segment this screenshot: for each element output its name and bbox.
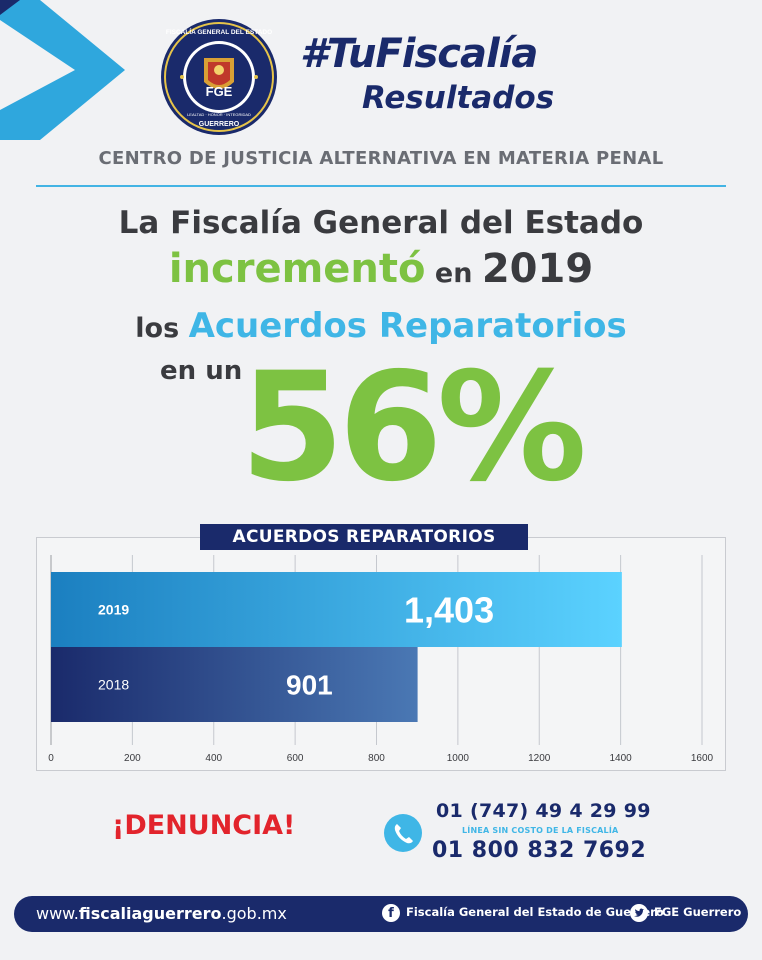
headline-en-un: en un [160, 356, 243, 386]
x-tick-label: 0 [48, 753, 54, 764]
bar-2018 [51, 647, 418, 722]
value-label-2018: 901 [286, 670, 333, 701]
twitter-icon[interactable] [630, 904, 648, 922]
bar-chart: 0 200 400 600 800 1000 1200 1400 1600 2019 1,403 20… [48, 555, 714, 764]
headline-en: en [425, 258, 482, 289]
phone-number-2[interactable]: 01 800 832 7692 [432, 838, 647, 863]
x-tick-label: 800 [368, 753, 385, 764]
headline-year: 2019 [481, 246, 594, 292]
percent-big: 56% [240, 341, 587, 515]
divider [36, 185, 726, 187]
footer-bar [14, 896, 748, 932]
seal-bottom-text: GUERRERO [199, 121, 240, 128]
website-link[interactable]: www.fiscaliaguerrero.gob.mx [36, 904, 287, 923]
results-subtitle: Resultados [362, 80, 555, 116]
website-suffix: .gob.mx [221, 904, 287, 923]
seal-top-text: FISCALÍA GENERAL DEL ESTADO [166, 27, 272, 36]
x-tick-label: 1200 [528, 753, 551, 764]
seal-motto-text: LEALTAD · HONOR · INTEGRIDAD [187, 112, 251, 117]
value-label-2019: 1,403 [404, 589, 494, 630]
x-tick-label: 1400 [610, 753, 633, 764]
headline-acuerdos: Acuerdos Reparatorios [188, 306, 627, 346]
category-label-2019: 2019 [98, 602, 129, 618]
x-tick-label: 1000 [447, 753, 470, 764]
x-tick-label: 1600 [691, 753, 714, 764]
headline-los: los [135, 313, 189, 344]
section-title: CENTRO DE JUSTICIA ALTERNATIVA EN MATERI… [98, 148, 664, 169]
seal-fge-text: FGE [206, 84, 233, 99]
headline-line2: incrementó en 2019 [0, 246, 762, 292]
facebook-link[interactable]: Fiscalía General del Estado de Guerrero [406, 905, 664, 919]
headline-line1: La Fiscalía General del Estado [118, 205, 644, 241]
fge-seal-logo: FGE FISCALÍA GENERAL DEL ESTADO GUERRERO… [161, 19, 277, 135]
denuncia-label: ¡DENUNCIA! [112, 810, 296, 841]
toll-free-note: LÍNEA SIN COSTO DE LA FISCALÍA [462, 826, 619, 835]
headline-line3: los Acuerdos Reparatorios [0, 306, 762, 346]
headline-incremento: incrementó [168, 246, 426, 292]
phone-icon [384, 814, 422, 852]
x-tick-label: 400 [205, 753, 222, 764]
bar-2019 [51, 572, 622, 647]
hashtag-title: #TuFiscalía [300, 31, 538, 77]
twitter-link[interactable]: FGE Guerrero [654, 905, 742, 919]
facebook-icon[interactable]: f [382, 904, 400, 922]
x-tick-label: 600 [287, 753, 304, 764]
website-domain: fiscaliaguerrero [78, 904, 222, 923]
x-tick-label: 200 [124, 753, 141, 764]
website-prefix: www. [36, 904, 79, 923]
corner-chevron [0, 0, 125, 140]
phone-number-1[interactable]: 01 (747) 49 4 29 99 [436, 800, 651, 822]
category-label-2018: 2018 [98, 677, 129, 693]
chart-title: ACUERDOS REPARATORIOS [200, 524, 528, 550]
